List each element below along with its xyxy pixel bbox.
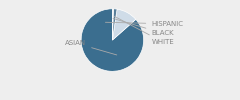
Text: HISPANIC: HISPANIC: [105, 21, 183, 27]
Text: BLACK: BLACK: [113, 18, 174, 36]
Text: WHITE: WHITE: [114, 16, 174, 45]
Wedge shape: [112, 9, 136, 40]
Wedge shape: [112, 9, 117, 40]
Text: ASIAN: ASIAN: [65, 40, 117, 55]
Wedge shape: [81, 9, 144, 71]
Wedge shape: [112, 9, 113, 40]
